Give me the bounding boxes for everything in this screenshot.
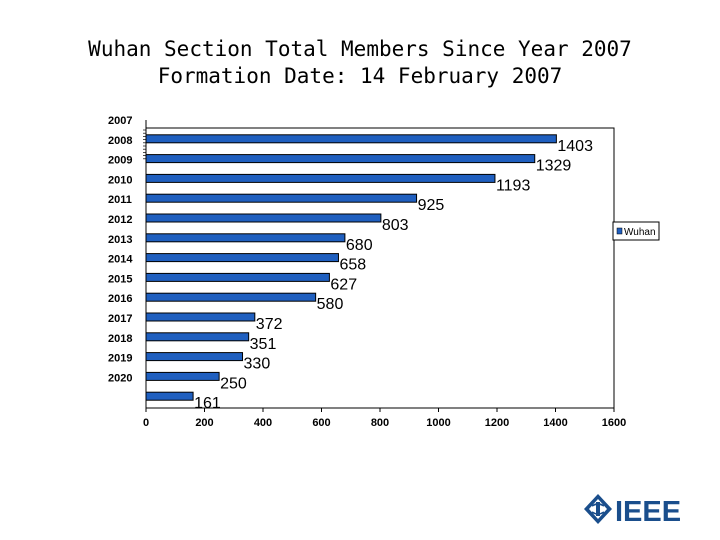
legend-entry-wuhan: Wuhan — [624, 227, 656, 238]
bar — [145, 233, 346, 243]
data-label: 351 — [250, 336, 277, 353]
bar — [145, 154, 536, 164]
legend: Wuhan — [612, 221, 660, 241]
data-label: 372 — [256, 316, 283, 333]
ieee-diamond-icon — [584, 494, 612, 524]
x-tick-label: 400 — [254, 417, 272, 429]
data-label: 161 — [194, 395, 221, 412]
y-tick-label: 2011 — [108, 194, 132, 206]
legend-box — [612, 221, 660, 241]
data-label: 330 — [244, 356, 271, 373]
data-label: 680 — [346, 237, 373, 254]
y-tick-label: 2013 — [108, 234, 132, 246]
bar — [145, 253, 339, 263]
data-label: 250 — [220, 375, 247, 392]
data-label: 1193 — [496, 177, 531, 194]
y-tick-label: 2009 — [108, 155, 132, 167]
y-tick-label: 2016 — [108, 293, 132, 305]
bar — [145, 213, 382, 223]
bar — [145, 292, 317, 302]
x-tick-label: 1600 — [602, 417, 626, 429]
y-tick-label: 2010 — [108, 174, 132, 186]
y-tick-label: 2015 — [108, 273, 132, 285]
chart-title: Wuhan Section Total Members Since Year 2… — [88, 37, 632, 61]
y-tick-label: 2008 — [108, 135, 132, 147]
data-label: 1403 — [557, 138, 593, 155]
bar — [145, 173, 496, 183]
y-tick-label: 2019 — [108, 353, 132, 365]
bar — [145, 193, 418, 203]
data-label: 658 — [339, 257, 366, 274]
data-label: 580 — [317, 296, 344, 313]
y-tick-label: 2014 — [108, 254, 133, 266]
data-label: 803 — [382, 217, 409, 234]
bars-layer: 1403 1329 1193 925 803 680 658 627 580 372 351 330 2… — [145, 134, 593, 412]
x-tick-label: 800 — [371, 417, 389, 429]
bar — [145, 272, 330, 282]
bar — [145, 134, 557, 144]
x-tick-label: 1200 — [485, 417, 509, 429]
data-label: 1329 — [536, 158, 572, 175]
bar — [145, 352, 244, 362]
y-tick-label: 2012 — [108, 214, 132, 226]
y-tick-label: 2017 — [108, 313, 132, 325]
legend-swatch — [616, 227, 623, 235]
bar — [145, 371, 220, 381]
data-label: 925 — [418, 197, 445, 214]
bar — [145, 391, 194, 401]
chart-subtitle: Formation Date: 14 February 2007 — [157, 64, 563, 88]
bar — [145, 312, 256, 322]
x-tick-label: 0 — [143, 417, 149, 429]
y-tick-label: 2018 — [108, 333, 132, 345]
x-tick-label: 1000 — [426, 417, 450, 429]
ieee-logo-text: IEEE — [615, 496, 681, 526]
x-tick-label: 1400 — [543, 417, 567, 429]
y-tick-label: 2020 — [108, 372, 132, 384]
axes-layer: 2007 2008 2009 2010 2011 2012 2013 2014 2015 2016… — [108, 115, 626, 429]
data-label: 627 — [330, 276, 357, 293]
bar — [145, 332, 250, 342]
x-tick-label: 200 — [195, 417, 213, 429]
ieee-logo: IEEE — [584, 494, 681, 526]
x-tick-label: 600 — [312, 417, 330, 429]
y-tick-label: 2007 — [108, 115, 132, 127]
